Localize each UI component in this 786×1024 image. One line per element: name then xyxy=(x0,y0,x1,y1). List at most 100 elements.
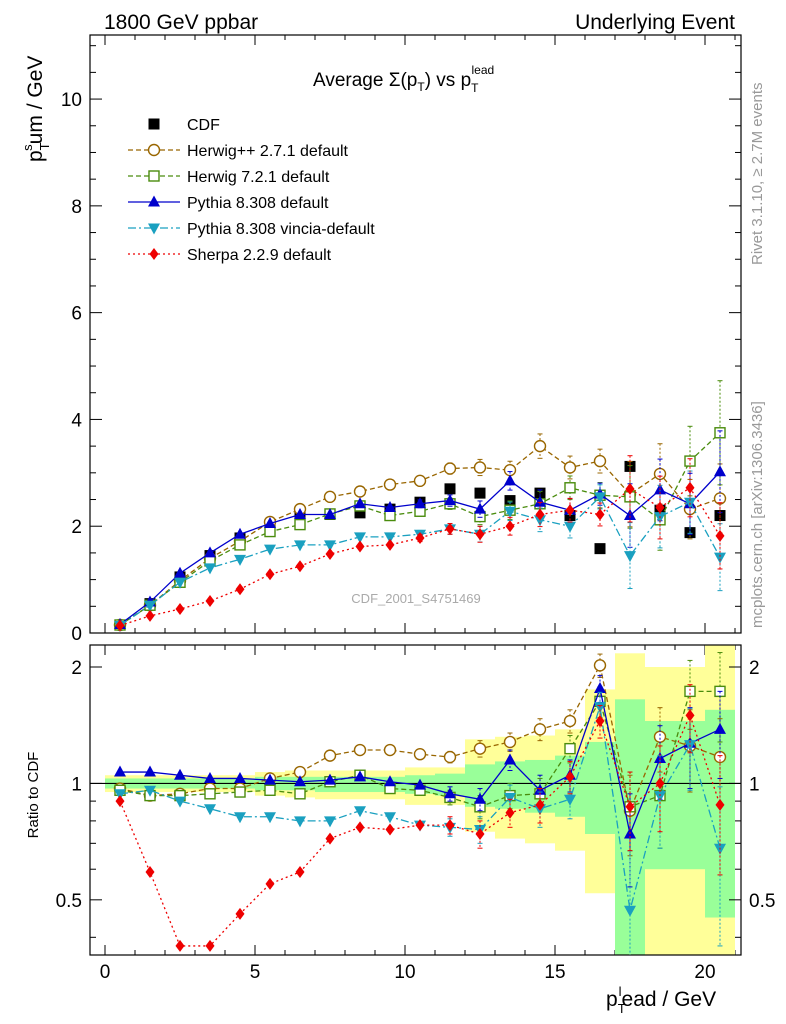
ratio-marker-herwigpp xyxy=(473,742,487,755)
marker-vincia xyxy=(504,506,516,518)
ratio-marker-pythia xyxy=(114,765,126,777)
marker-vincia xyxy=(234,554,246,566)
x-tick-label: 20 xyxy=(694,962,715,983)
ratio-frame xyxy=(89,644,742,956)
ratio-marker-vincia xyxy=(294,816,306,828)
ratio-marker-herwigpp xyxy=(503,735,517,749)
xlabel-rest: ead / GeV xyxy=(622,988,717,1011)
plot-title: Average Σ(pT) vs pTlead xyxy=(313,63,494,95)
ratio-marker-pythia xyxy=(294,775,306,787)
watermark: CDF_2001_S4751469 xyxy=(351,591,480,606)
y-tick-label-ratio: 1 xyxy=(71,774,82,795)
mcplots-label: mcplots.cern.ch [arXiv:1306.3436] xyxy=(749,401,766,628)
marker-sherpa xyxy=(205,594,215,607)
legend-marker-vincia xyxy=(148,223,160,235)
marker-pythia xyxy=(444,494,456,506)
main-panel: 0 2 4 6 8 10 xyxy=(61,34,742,955)
ratio-marker-pythia xyxy=(384,775,396,787)
ratio-marker-sherpa xyxy=(685,709,695,722)
marker-cdf xyxy=(474,487,486,499)
y-axis-label-main: pTsum / GeV xyxy=(20,56,52,162)
ratio-marker-herwig7 xyxy=(234,786,246,798)
ratio-marker-sherpa xyxy=(535,798,545,811)
legend-marker-herwigpp xyxy=(147,143,161,157)
y-tick-label-main: 10 xyxy=(61,90,82,111)
marker-sherpa xyxy=(415,531,425,544)
marker-herwig7 xyxy=(564,482,576,494)
ratio-marker-sherpa xyxy=(715,798,725,811)
ratio-series-sherpa xyxy=(115,684,725,952)
x-axis-label: pTlead / GeV xyxy=(606,984,716,1016)
y-axis-label-ratio: Ratio to CDF xyxy=(25,752,42,839)
legend-label-herwig7: Herwig 7.2.1 default xyxy=(187,169,330,186)
ratio-marker-herwig7 xyxy=(684,685,696,698)
legend-label-vincia: Pythia 8.308 vincia-default xyxy=(187,221,375,238)
legend-marker-cdf xyxy=(148,118,160,130)
band-green xyxy=(585,741,615,834)
ratio-marker-pythia xyxy=(174,768,186,780)
legend-label-herwigpp: Herwig++ 2.7.1 default xyxy=(187,143,349,160)
marker-herwigpp xyxy=(443,462,457,475)
x-tick-label: 10 xyxy=(394,962,415,983)
ratio-marker-pythia xyxy=(264,773,276,785)
legend-item-herwigpp: Herwig++ 2.7.1 default xyxy=(128,143,349,160)
marker-sherpa xyxy=(595,508,605,521)
ratio-marker-pythia xyxy=(444,787,456,799)
marker-herwig7 xyxy=(684,455,696,467)
marker-pythia xyxy=(324,507,336,519)
main-frame xyxy=(89,34,742,634)
series-sherpa xyxy=(115,455,725,632)
y-tick-label-ratio-right: 0.5 xyxy=(749,891,775,912)
marker-herwig7 xyxy=(384,509,396,522)
ratio-marker-herwigpp xyxy=(533,723,547,736)
ratio-marker-vincia xyxy=(114,789,126,801)
legend-label-cdf: CDF xyxy=(187,117,220,134)
marker-sherpa xyxy=(565,504,575,517)
marker-sherpa xyxy=(235,583,245,596)
marker-herwig7 xyxy=(264,525,276,538)
ratio-marker-vincia xyxy=(384,812,396,824)
ratio-marker-vincia xyxy=(594,702,606,714)
xlabel-sub: T xyxy=(618,1001,626,1016)
ratio-marker-sherpa xyxy=(385,823,395,836)
legend-marker-pythia xyxy=(148,195,160,207)
ratio-marker-pythia xyxy=(234,771,246,783)
legend-item-pythia: Pythia 8.308 default xyxy=(128,195,329,212)
legend-item-vincia: Pythia 8.308 vincia-default xyxy=(128,221,375,238)
x-tick-label: 0 xyxy=(100,962,111,983)
legend: CDF Herwig++ 2.7.1 default Herwig 7.2.1 de… xyxy=(128,117,375,264)
marker-vincia xyxy=(714,552,726,564)
y-tick-label-main: 4 xyxy=(71,410,82,431)
marker-sherpa xyxy=(505,520,515,533)
ratio-marker-vincia xyxy=(144,785,156,797)
marker-vincia xyxy=(264,544,276,556)
marker-vincia xyxy=(354,532,366,544)
legend-item-herwig7: Herwig 7.2.1 default xyxy=(128,169,330,186)
marker-vincia xyxy=(204,563,216,575)
y-tick-label-ratio-right: 1 xyxy=(749,774,760,795)
legend-marker-sherpa xyxy=(149,248,159,260)
marker-cdf xyxy=(444,483,456,495)
xlabel-p: p xyxy=(606,988,618,1011)
xlabel-sup: l xyxy=(619,984,622,999)
marker-herwigpp xyxy=(593,454,607,468)
ylabel-sup: s xyxy=(20,144,35,151)
ratio-marker-herwigpp xyxy=(563,714,577,728)
marker-vincia xyxy=(534,515,546,527)
marker-sherpa xyxy=(715,529,725,542)
ratio-marker-pythia xyxy=(354,770,366,782)
ratio-marker-sherpa xyxy=(595,715,605,728)
marker-pythia xyxy=(354,497,366,509)
marker-herwig7 xyxy=(234,539,246,551)
title-sub-t: T xyxy=(417,80,425,94)
marker-pythia xyxy=(384,501,396,513)
ratio-marker-sherpa xyxy=(265,877,275,890)
marker-pythia xyxy=(174,566,186,578)
ratio-marker-vincia xyxy=(654,791,666,803)
marker-herwigpp xyxy=(413,474,427,488)
marker-pythia xyxy=(234,527,246,539)
header-left: 1800 GeV ppbar xyxy=(104,11,258,34)
ratio-marker-herwigpp xyxy=(653,730,667,743)
ratio-panel: 0 5 10 15 20 0.5 0.5 1 1 2 2 xyxy=(56,644,775,983)
series-line-sherpa xyxy=(119,486,721,627)
